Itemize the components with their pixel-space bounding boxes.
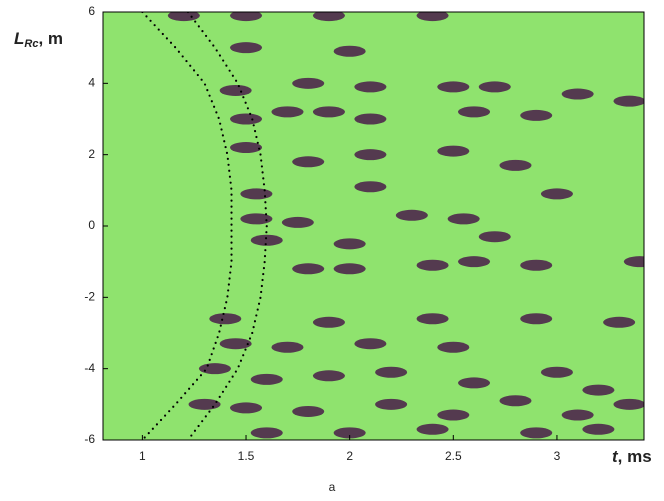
- blob: [198, 363, 231, 375]
- blob: [613, 95, 644, 107]
- blob: [458, 106, 491, 118]
- blob: [354, 113, 387, 125]
- blob: [333, 238, 366, 250]
- blob: [623, 256, 644, 268]
- blob: [416, 423, 449, 435]
- blob: [281, 216, 314, 228]
- blob: [219, 84, 252, 96]
- caption: a: [329, 480, 336, 494]
- blob: [167, 12, 200, 22]
- y-tick-label: 4: [88, 76, 95, 90]
- blob: [312, 370, 345, 382]
- plot-layer: [141, 12, 644, 440]
- blob: [271, 341, 304, 353]
- blob: [292, 77, 325, 89]
- blob: [499, 159, 532, 171]
- blob: [375, 366, 408, 378]
- blob: [219, 338, 252, 350]
- blob: [416, 12, 449, 22]
- blob: [188, 398, 221, 410]
- y-tick-label: -6: [84, 432, 95, 446]
- blob: [312, 316, 345, 328]
- y-axis-label: LRc, m: [14, 29, 63, 49]
- x-tick-label: 1: [139, 449, 146, 463]
- blob: [230, 12, 263, 22]
- blob: [375, 398, 408, 410]
- blob: [437, 81, 470, 93]
- blob: [354, 81, 387, 93]
- blob: [437, 409, 470, 421]
- blob: [333, 427, 366, 439]
- blob: [333, 45, 366, 57]
- x-tick-label: 2: [346, 449, 353, 463]
- blob: [561, 409, 594, 421]
- blob: [230, 113, 263, 125]
- blob: [540, 188, 573, 200]
- x-label-rest: , ms: [618, 447, 652, 466]
- blob: [312, 12, 345, 22]
- blob: [354, 149, 387, 161]
- y-tick-label: -2: [84, 290, 95, 304]
- blob: [312, 106, 345, 118]
- dotted-curve: [186, 12, 268, 440]
- blob: [354, 338, 387, 350]
- blob: [240, 188, 273, 200]
- blob: [292, 263, 325, 275]
- blob: [561, 88, 594, 100]
- blob: [416, 259, 449, 271]
- y-tick-label: 2: [88, 147, 95, 161]
- x-tick-label: 3: [554, 449, 561, 463]
- x-axis-label: t, ms: [612, 447, 652, 466]
- blob: [240, 213, 273, 225]
- blob: [230, 402, 263, 414]
- blob: [395, 209, 428, 221]
- blob: [271, 106, 304, 118]
- x-tick-label: 1.5: [238, 449, 255, 463]
- y-tick-label: 6: [88, 4, 95, 18]
- blob: [250, 427, 283, 439]
- blob: [582, 384, 615, 396]
- blob: [458, 256, 491, 268]
- blob: [354, 181, 387, 193]
- blob: [478, 81, 511, 93]
- blob: [520, 313, 553, 325]
- x-label-main: t: [612, 447, 619, 466]
- blob: [520, 109, 553, 121]
- blob: [250, 234, 283, 246]
- x-tick-label: 2.5: [445, 449, 462, 463]
- blob: [458, 377, 491, 389]
- blob: [613, 398, 644, 410]
- blob: [582, 423, 615, 435]
- y-tick-label: -4: [84, 361, 95, 375]
- y-label-main: L: [14, 29, 24, 48]
- blob: [209, 313, 242, 325]
- y-label-rest: , m: [38, 29, 63, 48]
- blob: [540, 366, 573, 378]
- blob: [250, 373, 283, 385]
- blob: [333, 263, 366, 275]
- blob: [230, 42, 263, 54]
- y-label-sub: Rc: [24, 38, 38, 50]
- blob: [603, 316, 636, 328]
- y-tick-label: 0: [88, 218, 95, 232]
- blob: [416, 313, 449, 325]
- blob: [437, 145, 470, 157]
- blob: [447, 213, 480, 225]
- blob: [437, 341, 470, 353]
- blob: [499, 395, 532, 407]
- blob: [230, 142, 263, 154]
- blob: [292, 156, 325, 168]
- blob: [478, 231, 511, 243]
- blob: [520, 259, 553, 271]
- blob: [292, 405, 325, 417]
- blob: [520, 427, 553, 439]
